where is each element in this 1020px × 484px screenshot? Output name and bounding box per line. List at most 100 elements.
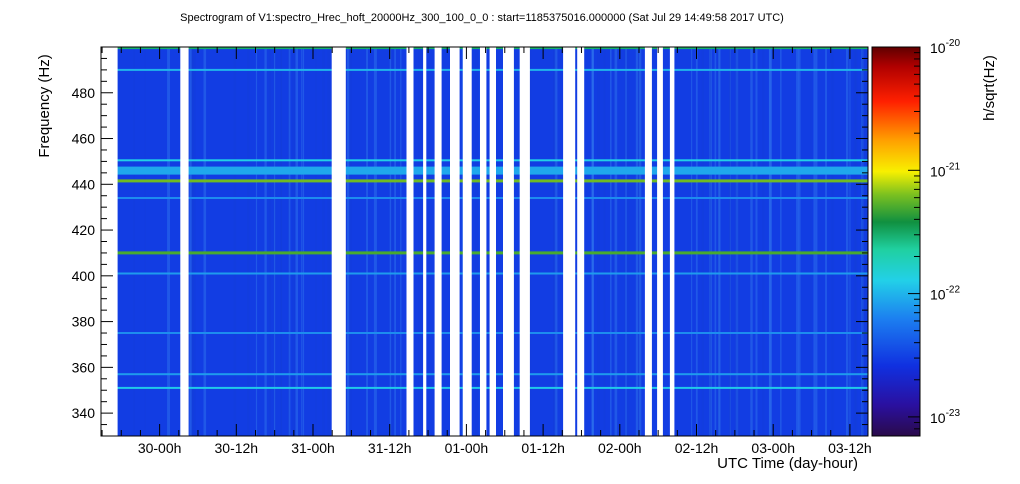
colorbar-tick-label: 10-21: [930, 161, 960, 179]
y-tick-label: 480: [72, 85, 96, 101]
noise-stripe: [530, 47, 532, 436]
y-tick-label: 400: [72, 268, 96, 284]
noise-stripe: [553, 47, 555, 436]
noise-stripe: [635, 47, 639, 436]
noise-stripe: [717, 47, 720, 436]
x-tick-label: 01-00h: [445, 440, 489, 456]
y-axis-label: Frequency (Hz): [36, 54, 53, 157]
colorbar-tick-label: 10-22: [930, 285, 960, 303]
noise-stripe: [295, 47, 298, 436]
noise-stripe: [627, 47, 630, 436]
colorbar-tick-label: 10-23: [930, 408, 960, 426]
noise-stripe: [301, 47, 303, 436]
y-axis: 340 360 380 400 420 440 460 480: [72, 46, 868, 437]
data-gap: [489, 47, 496, 436]
noise-stripe: [280, 47, 282, 436]
x-axis: 30-00h 30-12h 31-00h 31-12h 01-00h 01-12h 02-0…: [101, 47, 872, 456]
noise-stripe: [729, 47, 731, 436]
data-gap: [577, 47, 585, 436]
noise-stripe: [315, 47, 317, 436]
noise-stripe: [144, 47, 146, 436]
x-tick-label: 31-00h: [291, 440, 335, 456]
y-tick-label: 460: [72, 131, 96, 147]
data-gap: [644, 47, 652, 436]
y-tick-label: 360: [72, 359, 96, 375]
noise-stripe: [695, 47, 698, 436]
noise-stripe: [348, 47, 352, 436]
noise-stripe: [768, 47, 771, 436]
noise-stripe: [830, 47, 833, 436]
x-tick-label: 02-00h: [598, 440, 642, 456]
noise-stripe: [394, 47, 396, 436]
y-tick-label: 340: [72, 405, 96, 421]
noise-stripe: [729, 47, 731, 436]
noise-stripe: [327, 47, 330, 436]
noise-stripe: [849, 47, 851, 436]
noise-stripe: [280, 47, 283, 436]
x-tick-label: 30-00h: [138, 440, 182, 456]
noise-stripe: [612, 47, 615, 436]
noise-stripe: [853, 47, 857, 436]
data-gap: [423, 47, 427, 436]
noise-stripe: [366, 47, 368, 436]
noise-stripe: [846, 47, 849, 436]
noise-stripe: [288, 47, 291, 436]
noise-stripe: [762, 47, 765, 436]
colorbar: [871, 46, 921, 437]
data-gap: [669, 47, 675, 436]
data-gap: [503, 47, 514, 436]
data-gap: [406, 47, 414, 436]
noise-stripe: [815, 47, 818, 436]
noise-stripe: [813, 47, 816, 436]
data-gap: [563, 47, 576, 436]
noise-stripe: [691, 47, 693, 436]
noise-stripe: [780, 47, 782, 436]
noise-stripe: [273, 47, 276, 436]
noise-stripe: [264, 47, 267, 436]
noise-stripe: [610, 47, 612, 436]
colorbar-tick-label: 10-20: [930, 38, 960, 56]
noise-stripe: [638, 47, 641, 436]
noise-stripe: [194, 47, 196, 436]
y-tick-label: 440: [72, 176, 96, 192]
noise-stripe: [638, 47, 642, 436]
noise-stripe: [365, 47, 367, 436]
noise-stripe: [294, 47, 296, 436]
noise-stripe: [268, 47, 271, 436]
noise-stripe: [347, 47, 350, 436]
noise-stripe: [709, 47, 712, 436]
noise-stripe: [750, 47, 753, 436]
noise-stripe: [389, 47, 392, 436]
noise-stripe: [825, 47, 827, 436]
x-tick-label: 01-12h: [521, 440, 565, 456]
x-tick-label: 03-00h: [751, 440, 795, 456]
noise-stripe: [603, 47, 606, 436]
data-gap: [180, 47, 189, 436]
data-gap: [101, 47, 118, 436]
noise-stripe: [203, 47, 207, 436]
noise-stripe: [735, 47, 739, 436]
noise-stripe: [247, 47, 250, 436]
noise-stripe: [191, 47, 194, 436]
data-gap: [462, 47, 472, 436]
noise-stripe: [302, 47, 305, 436]
x-tick-label: 03-12h: [828, 440, 872, 456]
noise-stripe: [475, 47, 478, 436]
x-axis-label: UTC Time (day-hour): [717, 455, 858, 472]
noise-stripe: [718, 47, 720, 436]
noise-stripe: [322, 47, 325, 436]
data-gap: [519, 47, 530, 436]
noise-stripe: [373, 47, 377, 436]
data-gaps: [101, 47, 675, 436]
noise-stripe: [729, 47, 731, 436]
noise-stripe: [709, 47, 712, 436]
noise-stripe: [718, 47, 721, 436]
noise-stripe: [798, 47, 801, 436]
noise-stripe: [591, 47, 594, 436]
noise-stripe: [192, 47, 194, 436]
noise-stripe: [273, 47, 276, 436]
colorbar-axis: 10-20 10-21 10-22 10-23: [908, 38, 960, 437]
noise-stripe: [714, 47, 717, 436]
noise-stripe: [832, 47, 835, 436]
